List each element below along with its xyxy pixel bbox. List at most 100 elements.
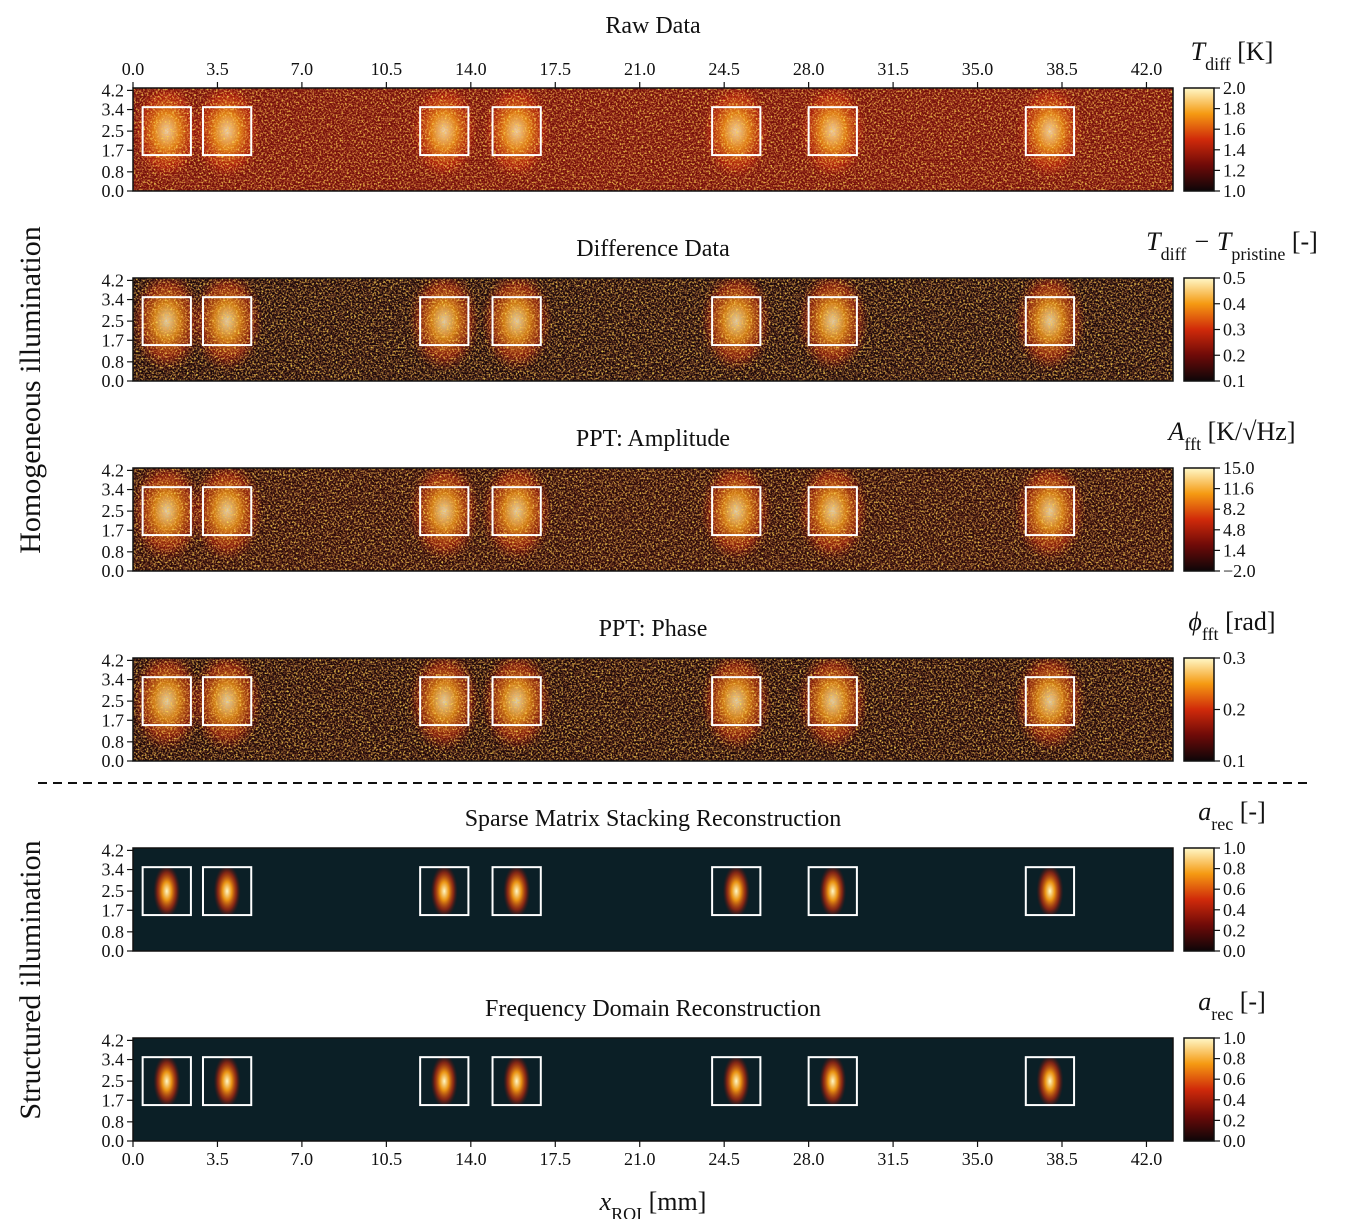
label-text: x [599, 1187, 612, 1216]
colorbar-tick-label: 0.4 [1223, 294, 1246, 314]
heatmap-noise [133, 278, 1173, 381]
heatmap-noise [133, 88, 1173, 191]
y-tick-label: 0.0 [102, 181, 125, 201]
colorbar [1184, 848, 1214, 951]
y-tick-label: 4.2 [102, 80, 125, 100]
colorbar-tick-label: 8.2 [1223, 499, 1246, 519]
label-subscript: diff [1205, 54, 1231, 74]
label-text: [-] [1233, 987, 1265, 1016]
colorbar-tick-label: 0.2 [1223, 700, 1246, 720]
y-tick-label: 0.8 [102, 162, 125, 182]
label-text: [rad] [1219, 607, 1276, 636]
panel-title: Raw Data [605, 13, 701, 39]
x-tick-label: 7.0 [291, 59, 314, 79]
label-text: [K] [1231, 37, 1274, 66]
y-tick-label: 0.0 [102, 751, 125, 771]
label-text: ϕ [1188, 607, 1201, 636]
colorbar-tick-label: 0.2 [1223, 920, 1246, 940]
colorbar-tick-label: 0.6 [1223, 879, 1246, 899]
y-tick-label: 0.8 [102, 542, 125, 562]
colorbar-tick-label: 0.2 [1223, 1110, 1246, 1130]
x-tick-label: 10.5 [371, 1149, 403, 1169]
colorbar-tick-label: 0.3 [1223, 320, 1246, 340]
panel-title: Sparse Matrix Stacking Reconstruction [465, 806, 842, 832]
heatmap [131, 650, 1173, 761]
signal-glow [503, 864, 530, 918]
panel-title: PPT: Amplitude [576, 426, 730, 452]
heatmap [131, 270, 1173, 381]
x-tick-label: 35.0 [962, 59, 994, 79]
label-text: [K/√Hz] [1201, 417, 1295, 446]
label-text: [mm] [642, 1187, 706, 1216]
y-tick-label: 4.2 [102, 270, 125, 290]
x-tick-label: 42.0 [1131, 1149, 1163, 1169]
y-tick-label: 0.0 [102, 371, 125, 391]
signal-glow [431, 864, 458, 918]
colorbar-tick-label: 1.4 [1223, 540, 1246, 560]
panel-title: Frequency Domain Reconstruction [485, 996, 821, 1022]
x-tick-label: 38.5 [1046, 59, 1078, 79]
y-tick-label: 1.7 [102, 140, 125, 160]
y-tick-label: 0.0 [102, 941, 125, 961]
colorbar-tick-label: 1.4 [1223, 140, 1246, 160]
colorbar-tick-label: 0.4 [1223, 900, 1246, 920]
rich-label: arec [-] [1198, 797, 1265, 834]
rich-label: xROI [mm] [599, 1187, 707, 1219]
rich-label: Tdiff − Tpristine [-] [1146, 227, 1318, 264]
colorbar-tick-label: 15.0 [1223, 458, 1255, 478]
label-subscript: rec [1211, 1004, 1233, 1024]
colorbar-tick-label: 1.0 [1223, 1028, 1246, 1048]
signal-glow [153, 1054, 180, 1108]
panel-title: PPT: Phase [599, 616, 708, 642]
x-tick-label: 17.5 [540, 1149, 572, 1169]
y-tick-label: 4.2 [102, 1030, 125, 1050]
y-tick-label: 2.5 [102, 121, 125, 141]
y-tick-label: 2.5 [102, 691, 125, 711]
rich-label: Afft [K/√Hz] [1167, 417, 1296, 454]
x-tick-label: 21.0 [624, 1149, 656, 1169]
y-tick-label: 1.7 [102, 710, 125, 730]
colorbar-tick-label: −2.0 [1223, 561, 1256, 581]
colorbar-tick-label: 0.2 [1223, 345, 1246, 365]
colorbar-tick-label: 0.0 [1223, 941, 1246, 961]
label-subscript: pristine [1231, 244, 1285, 264]
label-subscript: diff [1161, 244, 1187, 264]
y-tick-label: 0.8 [102, 352, 125, 372]
signal-glow [153, 864, 180, 918]
group-label: Homogeneous illumination [14, 226, 47, 553]
colorbar [1184, 1038, 1214, 1141]
colorbar-tick-label: 0.8 [1223, 859, 1246, 879]
signal-glow [431, 1054, 458, 1108]
y-tick-label: 4.2 [102, 650, 125, 670]
colorbar-tick-label: 11.6 [1223, 479, 1254, 499]
heatmap [133, 1038, 1173, 1141]
label-text: A [1167, 417, 1185, 446]
heatmap [131, 80, 1173, 191]
y-tick-label: 4.2 [102, 840, 125, 860]
x-tick-label: 0.0 [122, 1149, 145, 1169]
colorbar-tick-label: 0.5 [1223, 268, 1246, 288]
y-tick-label: 1.7 [102, 1090, 125, 1110]
y-tick-label: 3.4 [102, 1050, 125, 1070]
x-tick-label: 38.5 [1046, 1149, 1078, 1169]
y-tick-label: 0.0 [102, 561, 125, 581]
x-tick-label: 42.0 [1131, 59, 1163, 79]
y-tick-label: 1.7 [102, 330, 125, 350]
rich-label: Tdiff [K] [1191, 37, 1274, 74]
colorbar [1184, 468, 1214, 571]
y-tick-label: 0.8 [102, 922, 125, 942]
x-tick-label: 28.0 [793, 1149, 825, 1169]
heatmap-noise [133, 468, 1173, 571]
x-tick-label: 3.5 [206, 1149, 229, 1169]
signal-glow [723, 864, 750, 918]
signal-glow [214, 1054, 241, 1108]
label-subscript: fft [1202, 624, 1219, 644]
y-tick-label: 2.5 [102, 881, 125, 901]
y-tick-label: 4.2 [102, 460, 125, 480]
label-text: [-] [1285, 227, 1317, 256]
y-tick-label: 1.7 [102, 520, 125, 540]
x-tick-label: 10.5 [371, 59, 403, 79]
y-tick-label: 2.5 [102, 1071, 125, 1091]
colorbar-tick-label: 1.2 [1223, 160, 1246, 180]
colorbar-tick-label: 4.8 [1223, 520, 1246, 540]
